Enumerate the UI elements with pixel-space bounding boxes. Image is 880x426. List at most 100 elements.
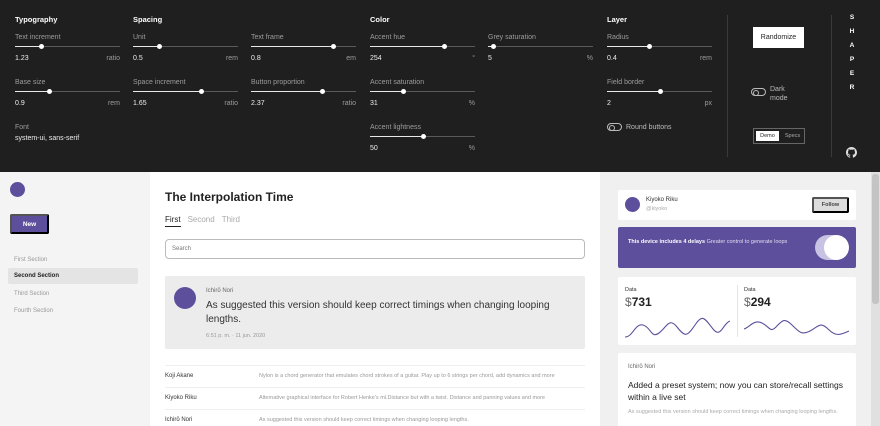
feed-row[interactable]: Ichirō Nori As suggested this version sh… (165, 409, 585, 426)
slider-value[interactable]: 0.8 (251, 55, 261, 62)
slider-fill (370, 46, 444, 47)
slider-fill (251, 91, 323, 92)
app-logo[interactable] (10, 182, 25, 197)
avatar (174, 287, 196, 309)
scrollbar-thumb[interactable] (872, 174, 879, 304)
slider-thumb[interactable] (46, 89, 52, 94)
tab-specs[interactable]: Specs (784, 133, 801, 139)
page-title: The Interpolation Time (165, 190, 294, 204)
scrollbar[interactable] (871, 172, 880, 426)
round-buttons-toggle[interactable] (607, 123, 622, 131)
slider-thumb[interactable] (320, 89, 326, 94)
slider-unit: em (346, 55, 356, 62)
slider-fill (133, 46, 160, 47)
slider-track[interactable] (15, 89, 120, 94)
stat-value: $294 (744, 295, 771, 309)
post-author: Ichirō Nori (206, 288, 234, 294)
slider-track[interactable] (488, 44, 593, 49)
slider-thumb[interactable] (420, 134, 426, 139)
github-icon[interactable] (846, 147, 857, 158)
slider-thumb[interactable] (199, 89, 205, 94)
spacing-heading: Spacing (133, 15, 163, 24)
slider-value[interactable]: 0.4 (607, 55, 617, 62)
nav-item-second[interactable]: Second Section (8, 268, 138, 284)
tab-demo[interactable]: Demo (756, 131, 779, 141)
slider-value[interactable]: 2 (607, 100, 611, 107)
slider-thumb[interactable] (441, 44, 447, 49)
avatar (625, 197, 640, 212)
randomize-button[interactable]: Randomize (753, 27, 804, 48)
slider-unit: % (468, 145, 475, 152)
tab-second[interactable]: Second (187, 215, 215, 224)
tab-third[interactable]: Third (221, 215, 240, 224)
slider-value[interactable]: 1.65 (133, 100, 147, 107)
post-timestamp: 6:51 p. m. · 11 jun. 2020 (206, 333, 266, 339)
slider-fill (370, 136, 423, 137)
brand-letter: S (849, 14, 855, 21)
nav-item-third[interactable]: Third Section (14, 291, 50, 297)
slider-track[interactable] (251, 44, 356, 49)
accent-hue-slider[interactable]: Accent hue 254 ° (370, 34, 475, 74)
unit-slider[interactable]: Unit 0.5 rem (133, 34, 238, 74)
slider-value[interactable]: 0.5 (133, 55, 143, 62)
nav-item-fourth[interactable]: Fourth Section (14, 308, 54, 314)
slider-value[interactable]: 254 (370, 55, 382, 62)
slider-thumb[interactable] (657, 89, 663, 94)
accent-saturation-slider[interactable]: Accent saturation 31% (370, 79, 475, 119)
slider-thumb[interactable] (157, 44, 163, 49)
button-proportion-slider[interactable]: Button proportion 2.37 ratio (251, 79, 356, 119)
field-border-slider[interactable]: Field border 2 px (607, 79, 712, 119)
search-input[interactable]: Search (165, 239, 585, 259)
space-increment-slider[interactable]: Space increment 1.65 ratio (133, 79, 238, 119)
base-size-slider[interactable]: Base size 0.9 rem (15, 79, 120, 119)
slider-unit: rem (107, 100, 120, 107)
feed-row[interactable]: Kiyoko Riku Alternative graphical interf… (165, 387, 585, 409)
slider-value[interactable]: 1.23 (15, 55, 29, 62)
slider-label: Text increment (15, 34, 61, 41)
slider-track[interactable] (15, 44, 120, 49)
slider-track[interactable] (607, 44, 712, 49)
slider-thumb[interactable] (330, 44, 336, 49)
accent-lightness-slider[interactable]: Accent lightness 50% (370, 124, 475, 164)
slider-value[interactable]: 2.37 (251, 100, 265, 107)
font-value[interactable]: system-ui, sans-serif (15, 135, 80, 142)
slider-thumb[interactable] (39, 44, 45, 49)
text-increment-slider[interactable]: Text increment 1.23 ratio (15, 34, 120, 74)
dark-mode-toggle[interactable] (751, 88, 766, 96)
slider-value[interactable]: 5 (488, 55, 492, 62)
post-card[interactable]: Ichirō Nori Added a preset system; now y… (618, 353, 856, 426)
grey-saturation-slider[interactable]: Grey saturation 5% (488, 34, 593, 74)
new-button[interactable]: New (10, 214, 49, 234)
follow-button[interactable]: Follow (812, 197, 849, 213)
slider-track[interactable] (370, 44, 475, 49)
nav-item-first[interactable]: First Section (14, 257, 48, 263)
slider-value[interactable]: 0.9 (15, 100, 25, 107)
slider-track[interactable] (370, 89, 475, 94)
radius-slider[interactable]: Radius 0.4 rem (607, 34, 712, 74)
brand-letter: H (849, 28, 855, 35)
slider-fill (370, 91, 403, 92)
slider-track[interactable] (607, 89, 712, 94)
slider-thumb[interactable] (400, 89, 406, 94)
slider-unit: % (586, 55, 593, 62)
slider-value[interactable]: 50 (370, 145, 378, 152)
slider-thumb[interactable] (647, 44, 652, 49)
tab-first[interactable]: First (165, 215, 181, 227)
text-frame-slider[interactable]: Text frame 0.8 em (251, 34, 356, 74)
sparkline (744, 319, 849, 336)
brand-letter: A (849, 42, 855, 49)
slider-track[interactable] (133, 89, 238, 94)
post-message: As suggested this version should keep co… (206, 300, 550, 325)
slider-label: Accent hue (370, 34, 406, 41)
slider-track[interactable] (251, 89, 356, 94)
slider-track[interactable] (370, 134, 475, 139)
stat-block: Data $294 (737, 277, 856, 345)
profile-card: Kiyoko Riku @kiyoko Follow (618, 190, 856, 220)
stats-card: Data $731 Data $294 (618, 277, 856, 345)
slider-thumb[interactable] (491, 44, 497, 49)
featured-post[interactable]: Ichirō Nori As suggested this version sh… (165, 276, 585, 349)
feed-row[interactable]: Koji Akane Nylon is a chord generator th… (165, 365, 585, 387)
slider-value[interactable]: 31 (370, 100, 378, 107)
slider-track[interactable] (133, 44, 238, 49)
promo-toggle[interactable] (815, 235, 849, 260)
